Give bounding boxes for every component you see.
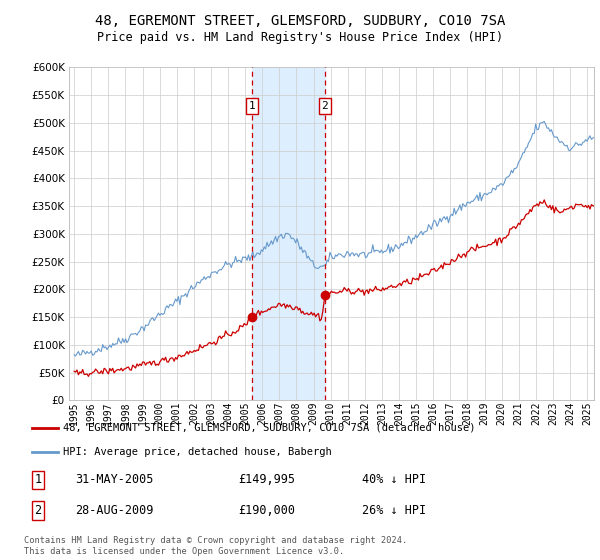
- Text: £190,000: £190,000: [238, 504, 295, 517]
- Text: 2: 2: [35, 504, 41, 517]
- Text: 28-AUG-2009: 28-AUG-2009: [75, 504, 153, 517]
- Text: Contains HM Land Registry data © Crown copyright and database right 2024.
This d: Contains HM Land Registry data © Crown c…: [24, 536, 407, 556]
- Text: 31-MAY-2005: 31-MAY-2005: [75, 473, 153, 486]
- Text: HPI: Average price, detached house, Babergh: HPI: Average price, detached house, Babe…: [64, 446, 332, 456]
- Text: 2: 2: [322, 101, 328, 111]
- Text: Price paid vs. HM Land Registry's House Price Index (HPI): Price paid vs. HM Land Registry's House …: [97, 31, 503, 44]
- Text: 26% ↓ HPI: 26% ↓ HPI: [362, 504, 427, 517]
- Bar: [252, 67, 325, 400]
- Text: 1: 1: [249, 101, 256, 111]
- Text: 48, EGREMONT STREET, GLEMSFORD, SUDBURY, CO10 7SA (detached house): 48, EGREMONT STREET, GLEMSFORD, SUDBURY,…: [64, 423, 476, 433]
- Text: £149,995: £149,995: [238, 473, 295, 486]
- Text: 1: 1: [35, 473, 41, 486]
- Text: 48, EGREMONT STREET, GLEMSFORD, SUDBURY, CO10 7SA: 48, EGREMONT STREET, GLEMSFORD, SUDBURY,…: [95, 14, 505, 28]
- Text: 40% ↓ HPI: 40% ↓ HPI: [362, 473, 427, 486]
